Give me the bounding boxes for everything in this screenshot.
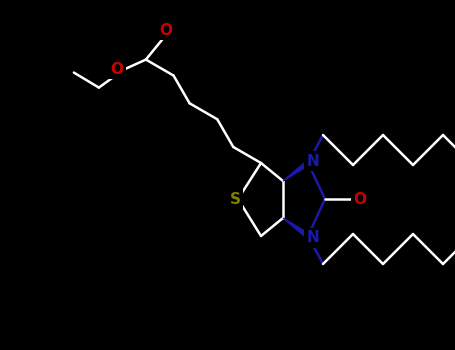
Polygon shape xyxy=(283,218,309,238)
Text: O: O xyxy=(159,23,172,38)
Text: O: O xyxy=(111,62,123,77)
Text: S: S xyxy=(229,191,241,206)
Text: O: O xyxy=(354,191,366,206)
Text: N: N xyxy=(307,231,319,245)
Text: N: N xyxy=(307,154,319,168)
Polygon shape xyxy=(283,161,309,181)
